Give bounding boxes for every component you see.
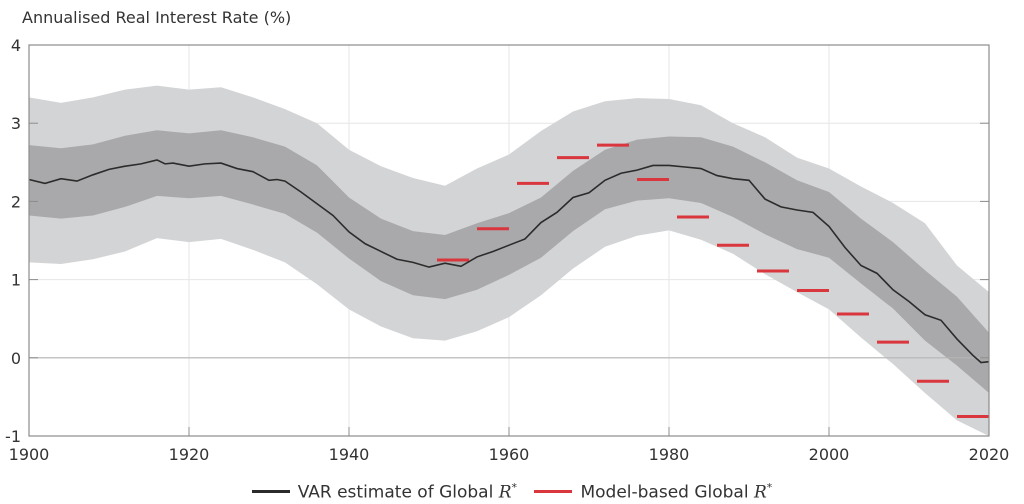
x-tick-labels: 1900 1920 1940 1960 1980 2000 2020	[9, 445, 1010, 464]
model-based-segments	[437, 143, 989, 418]
band-68	[29, 130, 989, 393]
x-tick-label: 1960	[489, 445, 530, 464]
legend-label-model: Model-based Global R*	[580, 480, 773, 503]
legend-item-model: Model-based Global R*	[534, 480, 773, 503]
y-tick-label: -1	[5, 427, 21, 446]
legend: VAR estimate of Global R* Model-based Gl…	[0, 478, 1024, 502]
y-tick-label: 3	[11, 114, 21, 133]
x-tick-label: 2020	[969, 445, 1010, 464]
x-tick-label: 1920	[169, 445, 210, 464]
x-tick-label: 1980	[649, 445, 690, 464]
y-axis-title: Annualised Real Interest Rate (%)	[22, 8, 292, 27]
y-tick-label: 4	[11, 36, 21, 55]
y-tick-label: 0	[11, 349, 21, 368]
legend-label-var: VAR estimate of Global R*	[297, 480, 518, 503]
y-tick-label: 2	[11, 192, 21, 211]
x-tick-label: 2000	[809, 445, 850, 464]
var-estimate-line	[28, 159, 990, 364]
var-estimate-line-path	[28, 159, 990, 364]
legend-item-var: VAR estimate of Global R*	[251, 480, 518, 503]
x-tick-label: 1900	[9, 445, 50, 464]
y-tick-label: 1	[11, 271, 21, 290]
axes-frame	[28, 44, 990, 437]
legend-swatch-var	[251, 490, 290, 493]
y-tick-labels: 4 3 2 1 0 -1	[5, 36, 21, 446]
x-tick-label: 1940	[329, 445, 370, 464]
confidence-bands	[29, 85, 989, 436]
legend-swatch-model	[534, 490, 573, 493]
